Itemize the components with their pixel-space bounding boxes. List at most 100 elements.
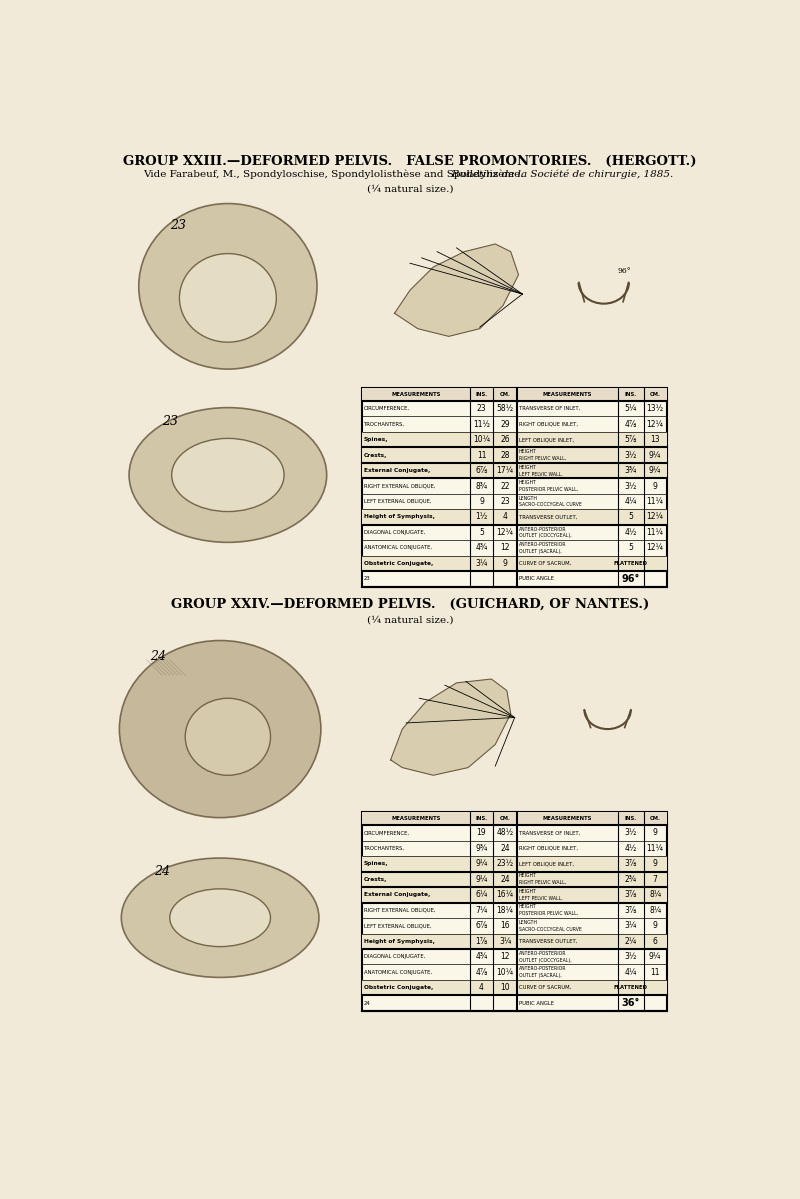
Text: LEFT OBLIQUE INLET,: LEFT OBLIQUE INLET, <box>519 438 574 442</box>
Text: LENGTH: LENGTH <box>519 495 538 501</box>
Text: 12¼: 12¼ <box>646 543 663 553</box>
Text: FLATTENED: FLATTENED <box>614 561 648 566</box>
Bar <box>362 388 666 586</box>
Text: 23: 23 <box>170 218 186 231</box>
Text: CM.: CM. <box>650 392 661 397</box>
Bar <box>362 856 666 872</box>
Text: LENGTH: LENGTH <box>519 920 538 924</box>
Text: 17¼: 17¼ <box>497 466 514 475</box>
Bar <box>362 872 666 887</box>
Polygon shape <box>394 243 518 337</box>
Text: 8¼: 8¼ <box>649 905 661 915</box>
Text: 4⅞: 4⅞ <box>625 420 637 428</box>
Text: 48½: 48½ <box>497 829 514 837</box>
Bar <box>362 432 666 447</box>
Text: 3½: 3½ <box>625 482 637 490</box>
Text: HEIGHT: HEIGHT <box>519 480 537 486</box>
Text: SACRO-COCCYGEAL CURVE: SACRO-COCCYGEAL CURVE <box>519 927 582 932</box>
Text: OUTLET (COCCYGEAL),: OUTLET (COCCYGEAL), <box>519 534 571 538</box>
Text: 4½: 4½ <box>625 528 637 537</box>
Text: CURVE OF SACRUM,: CURVE OF SACRUM, <box>519 561 571 566</box>
Text: 8¾: 8¾ <box>475 482 487 490</box>
Text: 11¼: 11¼ <box>646 498 663 506</box>
Bar <box>362 447 666 463</box>
Bar <box>362 812 666 1011</box>
Bar <box>362 463 666 478</box>
Bar <box>362 812 666 825</box>
Text: 4¼: 4¼ <box>625 968 637 977</box>
Text: 7¼: 7¼ <box>475 905 488 915</box>
Text: 36°: 36° <box>622 998 640 1008</box>
Text: 6⅞: 6⅞ <box>475 921 488 930</box>
Text: POSTERIOR PELVIC WALL,: POSTERIOR PELVIC WALL, <box>519 487 578 492</box>
Text: 11½: 11½ <box>473 420 490 428</box>
Text: 29: 29 <box>500 420 510 428</box>
Bar <box>362 510 666 525</box>
Text: 12¼: 12¼ <box>646 420 663 428</box>
Text: GROUP XXIII.—DEFORMED PELVIS.   FALSE PROMONTORIES.   (HERGOTT.): GROUP XXIII.—DEFORMED PELVIS. FALSE PROM… <box>123 155 697 168</box>
Text: 11: 11 <box>477 451 486 459</box>
Text: 28: 28 <box>500 451 510 459</box>
Text: SACRO-COCCYGEAL CURVE: SACRO-COCCYGEAL CURVE <box>519 502 582 507</box>
Text: 3½: 3½ <box>625 952 637 962</box>
Text: HEIGHT: HEIGHT <box>519 904 537 909</box>
Text: Obstetric Conjugate,: Obstetric Conjugate, <box>363 561 433 566</box>
Text: 12: 12 <box>500 543 510 553</box>
Text: 10¼: 10¼ <box>473 435 490 444</box>
Bar <box>362 980 666 995</box>
Text: 58½: 58½ <box>497 404 514 414</box>
Text: 12¼: 12¼ <box>497 528 514 537</box>
Text: 24: 24 <box>500 875 510 884</box>
Text: LEFT EXTERNAL OBLIQUE,: LEFT EXTERNAL OBLIQUE, <box>363 923 431 928</box>
Text: HEIGHT: HEIGHT <box>519 465 537 470</box>
Text: 24: 24 <box>154 866 170 879</box>
Text: 23: 23 <box>477 404 486 414</box>
Bar <box>362 887 666 903</box>
Text: 9: 9 <box>502 559 507 568</box>
Text: 2¼: 2¼ <box>625 936 637 946</box>
Text: TRANSVERSE OUTLET,: TRANSVERSE OUTLET, <box>519 939 578 944</box>
Text: 24: 24 <box>500 844 510 852</box>
Text: 3¾: 3¾ <box>625 466 637 475</box>
Text: 3⅞: 3⅞ <box>625 891 637 899</box>
Text: 4½: 4½ <box>625 844 637 852</box>
Text: INS.: INS. <box>475 392 488 397</box>
Text: INS.: INS. <box>625 392 637 397</box>
Text: LEFT PELVIC WALL,: LEFT PELVIC WALL, <box>519 471 562 476</box>
Text: MEASUREMENTS: MEASUREMENTS <box>543 817 592 821</box>
Text: 12¼: 12¼ <box>646 512 663 522</box>
Text: 4: 4 <box>479 983 484 993</box>
Text: 3½: 3½ <box>625 829 637 837</box>
Text: MEASUREMENTS: MEASUREMENTS <box>543 392 592 397</box>
Text: Crests,: Crests, <box>363 876 387 881</box>
Text: 5⅞: 5⅞ <box>625 435 637 444</box>
Text: DIAGONAL CONJUGATE,: DIAGONAL CONJUGATE, <box>363 954 425 959</box>
Text: 22: 22 <box>500 482 510 490</box>
Text: CIRCUMFERENCE,: CIRCUMFERENCE, <box>363 831 410 836</box>
Text: RIGHT EXTERNAL OBLIQUE,: RIGHT EXTERNAL OBLIQUE, <box>363 908 435 912</box>
Text: 26: 26 <box>500 435 510 444</box>
Text: Spines,: Spines, <box>363 861 388 867</box>
Text: 5: 5 <box>628 512 633 522</box>
Text: Crests,: Crests, <box>363 452 387 458</box>
Text: 12: 12 <box>500 952 510 962</box>
Ellipse shape <box>138 204 317 369</box>
Text: INS.: INS. <box>625 817 637 821</box>
Text: 4⅞: 4⅞ <box>475 968 488 977</box>
Text: CM.: CM. <box>500 817 510 821</box>
Text: 13½: 13½ <box>646 404 664 414</box>
Text: 3¼: 3¼ <box>625 921 637 930</box>
Text: MEASUREMENTS: MEASUREMENTS <box>391 817 441 821</box>
Text: TRANSVERSE OF INLET,: TRANSVERSE OF INLET, <box>519 831 580 836</box>
Text: 6: 6 <box>653 936 658 946</box>
Text: 24: 24 <box>363 1001 370 1006</box>
Text: LEFT EXTERNAL OBLIQUE,: LEFT EXTERNAL OBLIQUE, <box>363 499 431 504</box>
Text: HEIGHT: HEIGHT <box>519 873 537 879</box>
Text: 4¾: 4¾ <box>475 952 488 962</box>
Text: FLATTENED: FLATTENED <box>614 986 648 990</box>
Ellipse shape <box>172 439 284 512</box>
Text: 10: 10 <box>500 983 510 993</box>
Text: 6¼: 6¼ <box>475 891 488 899</box>
Text: HEIGHT: HEIGHT <box>519 888 537 894</box>
Text: CM.: CM. <box>500 392 510 397</box>
